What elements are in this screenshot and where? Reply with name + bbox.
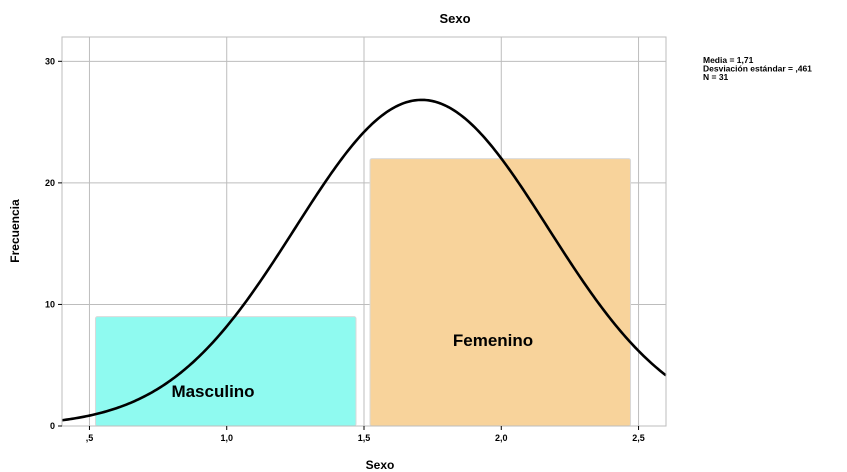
chart-title: Sexo [439, 11, 470, 26]
x-tick-label-4: 2,5 [632, 433, 645, 443]
bar-masculino [94, 316, 357, 427]
x-tick-label-2: 1,5 [358, 433, 371, 443]
normal-curve [61, 98, 667, 422]
y-tick-label-3: 30 [45, 56, 55, 66]
x-axis-label: Sexo [366, 458, 395, 472]
normal-curve-line [61, 98, 667, 422]
y-tick-label-1: 10 [45, 299, 55, 309]
bar-label-femenino: Femenino [453, 331, 533, 350]
bar-label-masculino: Masculino [171, 382, 254, 401]
y-axis-label: Frecuencia [8, 199, 22, 263]
y-axis-ticks: 0 10 20 30 [45, 56, 62, 431]
x-tick-label-1: 1,0 [220, 433, 233, 443]
stats-line-1: Desviación estándar = ,461 [703, 64, 812, 74]
y-tick-label-0: 0 [50, 421, 55, 431]
stats-line-2: N = 31 [703, 72, 729, 82]
x-tick-label-0: ,5 [86, 433, 94, 443]
x-axis-ticks: ,5 1,0 1,5 2,0 2,5 [86, 426, 645, 443]
x-tick-label-3: 2,0 [495, 433, 508, 443]
grid-lines [62, 37, 666, 426]
bar-labels: Masculino Femenino [171, 331, 533, 401]
stats-line-0: Media = 1,71 [703, 55, 754, 65]
y-tick-label-2: 20 [45, 178, 55, 188]
